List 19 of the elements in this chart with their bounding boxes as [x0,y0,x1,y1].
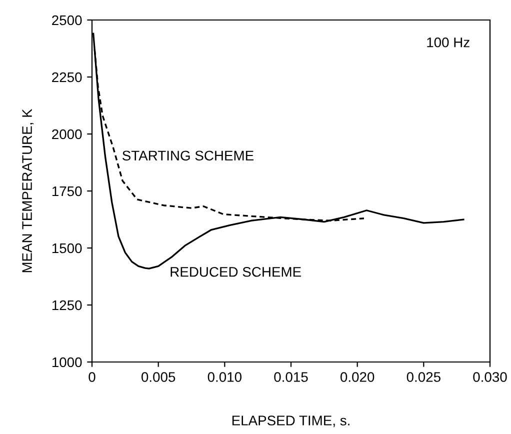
y-tick-label: 1000 [52,357,82,368]
annotation: STARTING SCHEME [122,150,254,161]
y-tick-label: 2250 [52,72,82,82]
y-tick-label: 1250 [52,300,82,310]
x-tick-label: 0.030 [473,372,507,382]
x-tick-label: 0 [88,372,96,382]
y-tick-label: 1500 [52,243,82,254]
x-tick-label: 0.015 [274,372,308,382]
y-tick-label: 1750 [52,186,82,196]
x-tick-label: 0.025 [406,372,440,382]
annotation: REDUCED SCHEME [170,266,301,277]
x-tick-label: 0.020 [340,372,374,382]
y-tick-label: 2000 [52,129,82,140]
y-axis-title: MEAN TEMPERATURE, K [22,108,34,272]
x-axis-title: ELAPSED TIME, s. [232,416,350,428]
x-tick-label: 0.005 [142,372,176,382]
x-tick-label: 0.010 [208,372,242,382]
y-tick-label: 2500 [52,15,82,26]
annotation: 100 Hz [427,37,470,48]
